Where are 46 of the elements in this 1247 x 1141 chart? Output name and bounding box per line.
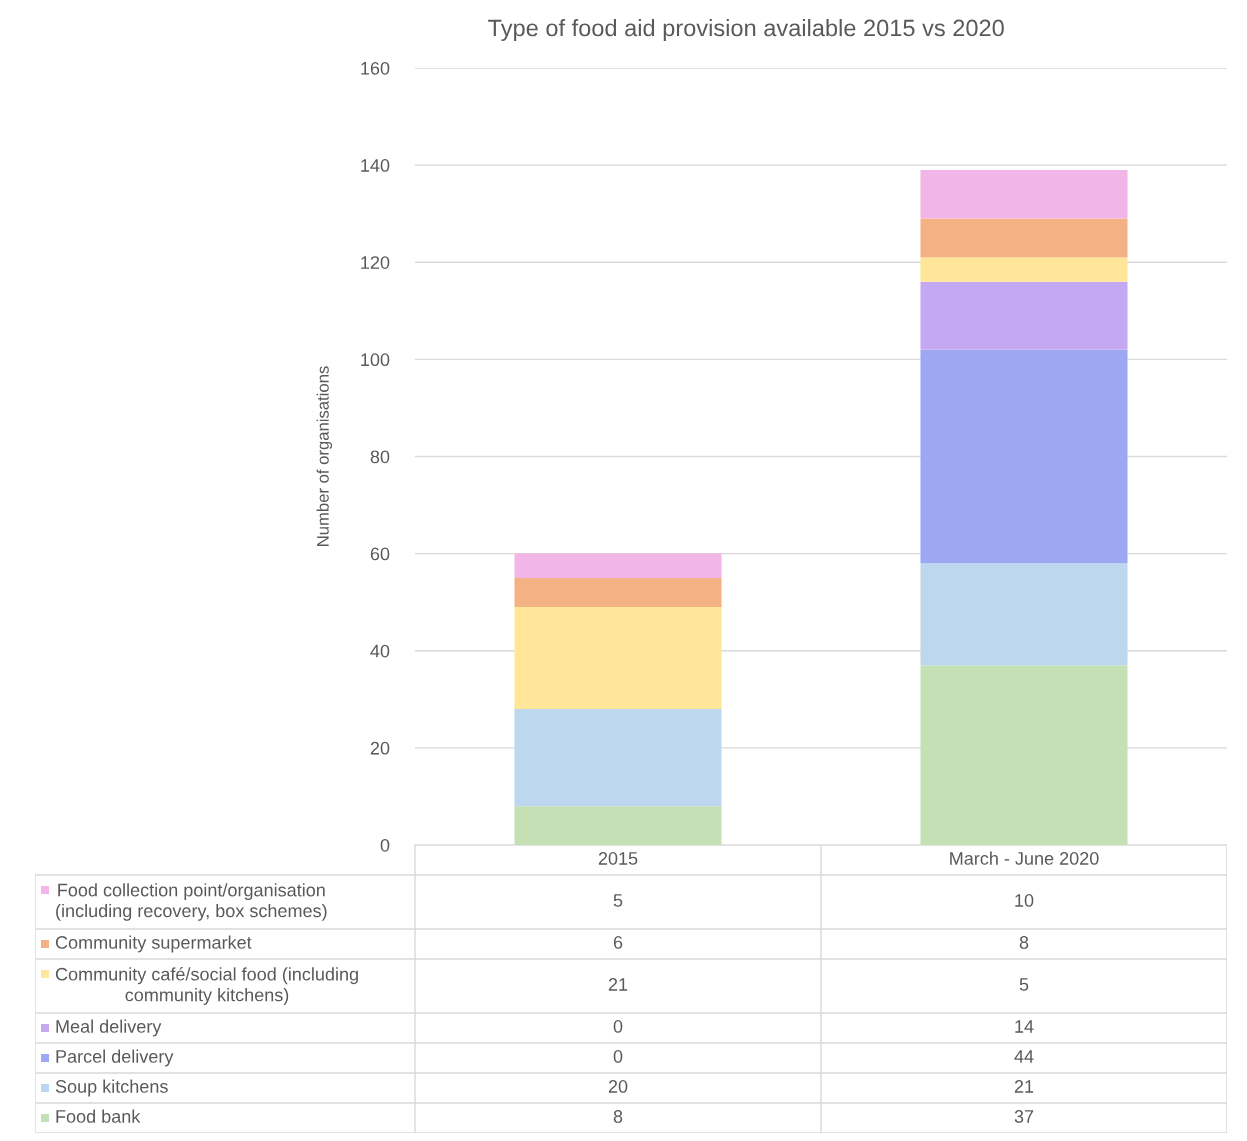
bar bbox=[514, 806, 722, 845]
data-label: 0 bbox=[613, 1020, 623, 1033]
data-label: 20 bbox=[608, 1080, 628, 1093]
data-label: 5 bbox=[613, 894, 623, 907]
y-tick-label: 140 bbox=[361, 159, 390, 172]
data-label: 8 bbox=[613, 1110, 623, 1123]
y-tick-label: 60 bbox=[370, 547, 390, 561]
legend-label: Parcel delivery bbox=[56, 1049, 174, 1067]
data-label: 6 bbox=[613, 936, 623, 949]
chart-title: Type of food aid provision available 2015 vs 2020 bbox=[488, 19, 1004, 41]
data-label: 37 bbox=[1014, 1110, 1034, 1123]
data-label: 44 bbox=[1014, 1050, 1034, 1063]
bar bbox=[920, 563, 1128, 666]
bar bbox=[920, 665, 1128, 845]
y-tick-label: 100 bbox=[361, 353, 390, 367]
bar bbox=[514, 553, 722, 578]
data-label: 5 bbox=[1019, 978, 1029, 991]
data-label: 21 bbox=[608, 978, 628, 991]
legend-label: Food collection point/organisation (including recovery, box schemes) bbox=[56, 883, 327, 921]
y-tick-label: 80 bbox=[370, 450, 390, 464]
bar bbox=[920, 281, 1128, 350]
y-tick-label: 160 bbox=[361, 61, 390, 75]
data-label: 10 bbox=[1015, 894, 1034, 907]
y-tick-label: 20 bbox=[370, 741, 390, 755]
bar bbox=[514, 709, 722, 807]
legend-label: Food bank bbox=[56, 1109, 141, 1123]
bar bbox=[920, 169, 1128, 219]
data-label: 0 bbox=[613, 1050, 623, 1063]
legend-label: Meal delivery bbox=[56, 1019, 162, 1037]
data-label: 14 bbox=[1015, 1020, 1034, 1033]
data-label: 8 bbox=[1019, 936, 1029, 949]
legend-label: Community supermarket bbox=[55, 935, 252, 953]
bar bbox=[920, 349, 1128, 564]
data-label: 21 bbox=[1014, 1080, 1034, 1093]
bar bbox=[514, 607, 722, 710]
x-tick-label: 2015 bbox=[598, 852, 638, 865]
legend-label: Community café/social food (including community kitchens) bbox=[55, 967, 358, 1005]
bar bbox=[920, 257, 1128, 282]
y-tick-label: 120 bbox=[361, 256, 390, 269]
bar bbox=[514, 577, 722, 608]
y-axis-title: Number of organisations bbox=[316, 366, 333, 546]
y-tick-label: 0 bbox=[380, 838, 390, 852]
y-tick-label: 40 bbox=[370, 644, 390, 658]
legend-label: Soup kitchens bbox=[55, 1079, 168, 1097]
bar bbox=[920, 218, 1128, 258]
x-tick-label: March - June 2020 bbox=[950, 851, 1099, 865]
